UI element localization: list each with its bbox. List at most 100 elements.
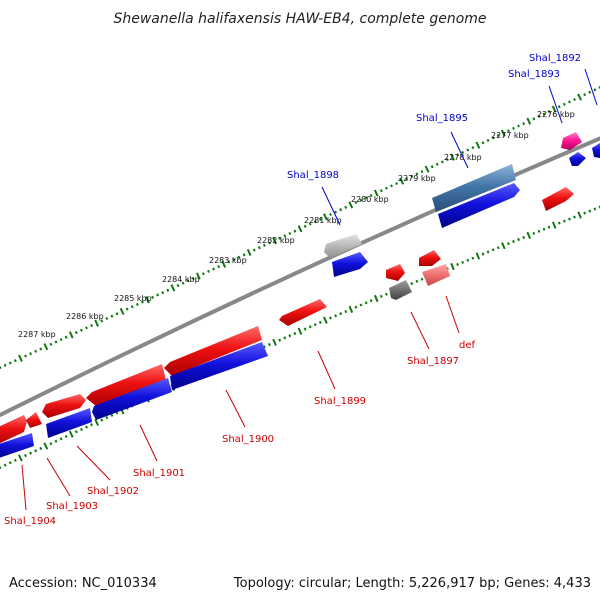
gene-shal-1898-light[interactable]	[324, 234, 362, 258]
tick-mark	[34, 349, 38, 353]
label-shal-1899[interactable]: Shal_1899	[314, 396, 366, 407]
tick-label-2279: 2279 kbp	[398, 174, 436, 183]
gene-shal-1904-rev[interactable]	[0, 433, 34, 459]
tick-mark	[288, 231, 292, 236]
tick-mark	[145, 296, 150, 304]
tick-mark	[68, 430, 74, 438]
tick-mark	[54, 340, 58, 344]
tick-mark	[201, 272, 205, 276]
label-shal-1902[interactable]: Shal_1902	[87, 486, 139, 497]
tick-mark	[542, 112, 546, 116]
gene-shal-1900-rev[interactable]	[92, 378, 172, 420]
tick-mark	[212, 267, 216, 271]
tick-label-2283: 2283 kbp	[209, 256, 247, 265]
tick-mark	[79, 328, 83, 332]
tick-mark	[435, 162, 439, 166]
label-shal-1904[interactable]: Shal_1904	[4, 516, 56, 527]
gene-shal-1902[interactable]	[42, 394, 86, 418]
gene-far-right-reverse[interactable]	[592, 143, 600, 158]
label-shal-1903[interactable]: Shal_1903	[46, 501, 98, 512]
tick-label-2281: 2281 kbp	[304, 216, 342, 225]
tick-mark	[119, 307, 125, 316]
tick-mark	[308, 222, 312, 226]
tick-mark	[405, 177, 409, 181]
tick-mark	[471, 146, 475, 150]
tick-mark	[339, 208, 343, 212]
tick-mark	[34, 449, 38, 453]
gene-shal-1895[interactable]	[432, 164, 516, 212]
tick-mark	[593, 88, 597, 92]
tick-mark	[390, 184, 393, 188]
gene-shal-1893[interactable]	[569, 152, 586, 166]
tick-mark	[151, 295, 155, 299]
tick-mark	[0, 366, 2, 370]
gene-pseudo-grey[interactable]	[389, 280, 412, 300]
tick-mark	[43, 442, 49, 450]
label-shal-1900[interactable]: Shal_1900	[222, 434, 274, 445]
label-shal-1893[interactable]: Shal_1893	[508, 69, 560, 80]
tick-mark	[348, 201, 354, 209]
label-shal-1897[interactable]: Shal_1897	[407, 356, 459, 367]
label-def[interactable]: def	[459, 340, 476, 351]
tick-mark	[532, 117, 536, 121]
label-shal-1895[interactable]: Shal_1895	[416, 113, 468, 124]
tick-mark	[181, 281, 185, 285]
tick-mark	[17, 454, 23, 462]
gene-shal-1901[interactable]	[86, 364, 166, 406]
tick-label-2287: 2287 kbp	[18, 330, 56, 339]
tick-mark	[85, 326, 88, 330]
tick-mark	[537, 114, 541, 118]
tick-mark	[420, 170, 424, 174]
gene-shal-1901-rev[interactable]	[170, 342, 268, 390]
gene-shal-1899[interactable]	[279, 299, 327, 326]
leader-def	[445, 295, 460, 334]
gene-shal-1902-rev[interactable]	[46, 408, 92, 438]
tick-mark	[246, 248, 252, 257]
tick-mark	[466, 148, 470, 152]
leader-shal-1898	[321, 186, 341, 226]
tick-mark	[384, 186, 388, 190]
gene-shal-1900[interactable]	[164, 326, 262, 376]
tick-mark	[344, 205, 348, 209]
tick-mark	[49, 442, 53, 446]
misc-features	[324, 164, 516, 300]
gene-shal-1903[interactable]	[26, 412, 42, 428]
tick-mark	[542, 227, 546, 231]
tick-mark	[288, 334, 292, 338]
label-shal-1898[interactable]: Shal_1898	[287, 170, 339, 181]
gene-shal-1895-rev[interactable]	[438, 183, 520, 228]
tick-label-2285: 2285 kbp	[114, 294, 152, 303]
tick-mark	[456, 262, 460, 266]
tick-mark	[430, 165, 434, 169]
label-shal-1892[interactable]: Shal_1892	[529, 53, 581, 64]
tick-mark	[176, 284, 180, 288]
scale-labels: 2276 kbp 2277 kbp 2278 kbp 2279 kbp 2280…	[18, 110, 575, 339]
tick-mark	[8, 461, 12, 465]
tick-mark	[24, 354, 27, 358]
gene-far-right-forward[interactable]	[542, 187, 574, 211]
tick-mark	[272, 236, 278, 245]
tick-mark	[512, 240, 515, 244]
gene-shal-1897[interactable]	[386, 264, 405, 281]
tick-mark	[526, 117, 532, 125]
tick-mark	[313, 323, 317, 327]
tick-mark	[90, 423, 94, 427]
gene-def[interactable]	[419, 250, 441, 266]
tick-mark	[522, 121, 526, 126]
tick-mark	[364, 301, 368, 305]
gene-shal-1904[interactable]	[0, 415, 27, 445]
tick-mark	[420, 277, 424, 281]
tick-mark	[110, 413, 114, 417]
tick-mark	[471, 256, 475, 260]
tick-mark	[13, 458, 17, 462]
gene-shal-1898[interactable]	[332, 252, 368, 277]
gene-def-pink[interactable]	[422, 264, 450, 286]
tick-mark	[475, 141, 481, 149]
gene-shal-1892[interactable]	[561, 132, 582, 150]
leader-shal-1897	[410, 311, 430, 350]
tick-mark	[8, 361, 12, 365]
label-shal-1901[interactable]: Shal_1901	[133, 468, 185, 479]
tick-mark	[369, 193, 373, 198]
tick-mark	[115, 312, 119, 316]
tick-mark	[227, 260, 231, 264]
